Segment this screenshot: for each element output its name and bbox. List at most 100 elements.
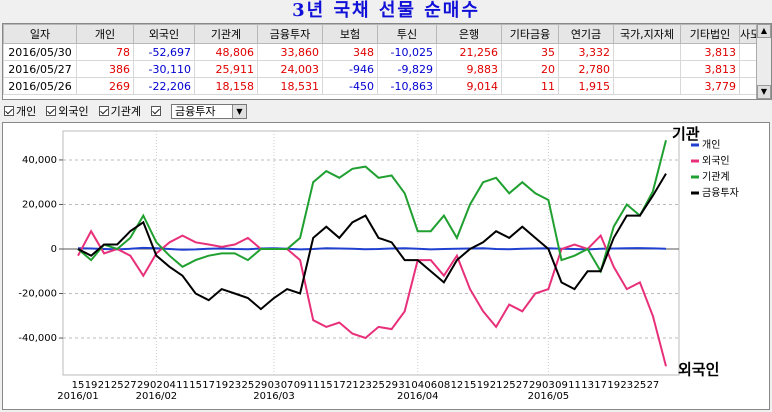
checkbox[interactable]	[98, 106, 109, 116]
checkbox[interactable]	[46, 106, 57, 116]
column-header[interactable]: 기타금융	[501, 24, 559, 44]
column-header[interactable]: 기타법인	[680, 24, 740, 44]
checkbox[interactable]	[4, 106, 14, 116]
column-header[interactable]: 일자	[3, 24, 77, 44]
x-tick-label: 19	[85, 380, 98, 391]
x-tick-label: 04	[163, 380, 176, 391]
x-month-label: 2016/03	[253, 391, 295, 402]
dropdown[interactable]: 금융투자 ▼	[171, 103, 247, 119]
value-cell: 9,014	[436, 77, 502, 95]
legend-label: 개인	[702, 139, 720, 151]
scroll-down[interactable]: ▼	[757, 85, 771, 99]
column-header[interactable]: 보험	[322, 24, 378, 44]
filter-checkbox[interactable]: 개인	[4, 103, 36, 119]
x-tick-label: 03	[268, 380, 281, 391]
x-tick-label: 29	[255, 380, 268, 391]
legend-label: 외국인	[702, 155, 730, 167]
x-tick-label: 13	[581, 380, 594, 391]
x-tick-label: 25	[503, 380, 516, 391]
x-tick-label: 27	[647, 380, 660, 391]
x-tick-label: 23	[228, 380, 241, 391]
value-cell: 25,911	[194, 60, 258, 78]
column-header[interactable]: 기관계	[194, 24, 258, 44]
x-tick-label: 12	[451, 380, 464, 391]
x-tick-label: 15	[320, 380, 333, 391]
data-grid: 일자개인외국인기관계금융투자보험투신은행기타금융연기금국가,지자체기타법인사모펀…	[2, 23, 772, 100]
x-tick-label: 27	[124, 380, 137, 391]
column-header[interactable]: 은행	[436, 24, 502, 44]
x-tick-label: 11	[568, 380, 581, 391]
x-tick-label: 29	[385, 380, 398, 391]
legend-label: 기관계	[702, 171, 730, 183]
checkbox-label: 개인	[16, 105, 37, 118]
x-tick-label: 21	[346, 380, 359, 391]
value-cell: 269	[76, 77, 134, 95]
column-header[interactable]: 개인	[76, 24, 134, 44]
page-title: 3년 국채 선물 순매수	[292, 0, 480, 21]
value-cell: -450	[322, 77, 378, 95]
checkbox-label: 외국인	[58, 105, 89, 118]
value-cell: -10,863	[377, 77, 437, 95]
checkbox[interactable]	[151, 106, 161, 116]
table-row[interactable]: 2016/05/30 78 -52,697 48,806 33,860 348 -10,02…	[3, 43, 769, 61]
dropdown-value: 금융투자	[175, 105, 216, 118]
x-tick-label: 19	[607, 380, 620, 391]
value-cell: 18,158	[194, 77, 258, 95]
value-cell	[613, 43, 681, 61]
column-header[interactable]: 연기금	[558, 24, 614, 44]
x-month-label: 2016/04	[397, 391, 439, 402]
x-tick-label: 03	[542, 380, 555, 391]
column-header[interactable]: 금융투자	[257, 24, 323, 44]
table-row[interactable]: 2016/05/27 386 -30,110 25,911 24,003 -946 -9,8…	[3, 60, 769, 78]
x-month-label: 2016/05	[528, 391, 570, 402]
value-cell: -52,697	[133, 43, 195, 61]
scrollbar[interactable]: ▲ ▼	[756, 24, 771, 99]
table-row[interactable]: 2016/05/26 269 -22,206 18,158 18,531 -450 -10,…	[3, 77, 769, 95]
value-cell: 2,780	[558, 60, 614, 78]
filter-checkbox[interactable]: 외국인	[46, 103, 89, 119]
scroll-up[interactable]: ▲	[757, 24, 771, 38]
x-tick-label: 31	[398, 380, 411, 391]
annotation: 외국인	[678, 360, 719, 378]
value-cell: -30,110	[133, 60, 195, 78]
dropdown-arrow[interactable]: ▼	[232, 104, 246, 118]
x-tick-label: 27	[516, 380, 529, 391]
value-cell: 348	[322, 43, 378, 61]
x-tick-label: 17	[333, 380, 346, 391]
value-cell: 21,256	[436, 43, 502, 61]
x-tick-label: 02	[150, 380, 163, 391]
column-header[interactable]: 국가,지자체	[613, 24, 681, 44]
column-header[interactable]: 외국인	[133, 24, 195, 44]
value-cell: 11	[501, 77, 559, 95]
x-tick-label: 25	[241, 380, 254, 391]
value-cell: 33,860	[257, 43, 323, 61]
value-cell: -22,206	[133, 77, 195, 95]
x-tick-label: 08	[437, 380, 450, 391]
x-tick-label: 07	[281, 380, 294, 391]
filter-checkbox[interactable]	[151, 106, 161, 116]
x-tick-label: 11	[176, 380, 189, 391]
date-cell: 2016/05/26	[3, 77, 77, 95]
value-cell: 35	[501, 43, 559, 61]
x-tick-label: 29	[529, 380, 542, 391]
x-tick-label: 25	[111, 380, 124, 391]
x-tick-label: 19	[477, 380, 490, 391]
x-tick-label: 15	[464, 380, 477, 391]
x-tick-label: 29	[137, 380, 150, 391]
filter-checkbox[interactable]: 기관계	[98, 103, 141, 119]
x-tick-label: 09	[294, 380, 307, 391]
value-cell	[613, 60, 681, 78]
value-cell: -10,025	[377, 43, 437, 61]
value-cell: 78	[76, 43, 134, 61]
x-tick-label: 25	[372, 380, 385, 391]
value-cell: 20	[501, 60, 559, 78]
plot-frame	[62, 130, 680, 376]
column-header[interactable]: 투신	[377, 24, 437, 44]
x-tick-label: 21	[98, 380, 111, 391]
value-cell	[613, 77, 681, 95]
x-tick-label: 04	[411, 380, 424, 391]
x-tick-label: 23	[620, 380, 633, 391]
y-tick-label: -40,000	[18, 333, 57, 344]
